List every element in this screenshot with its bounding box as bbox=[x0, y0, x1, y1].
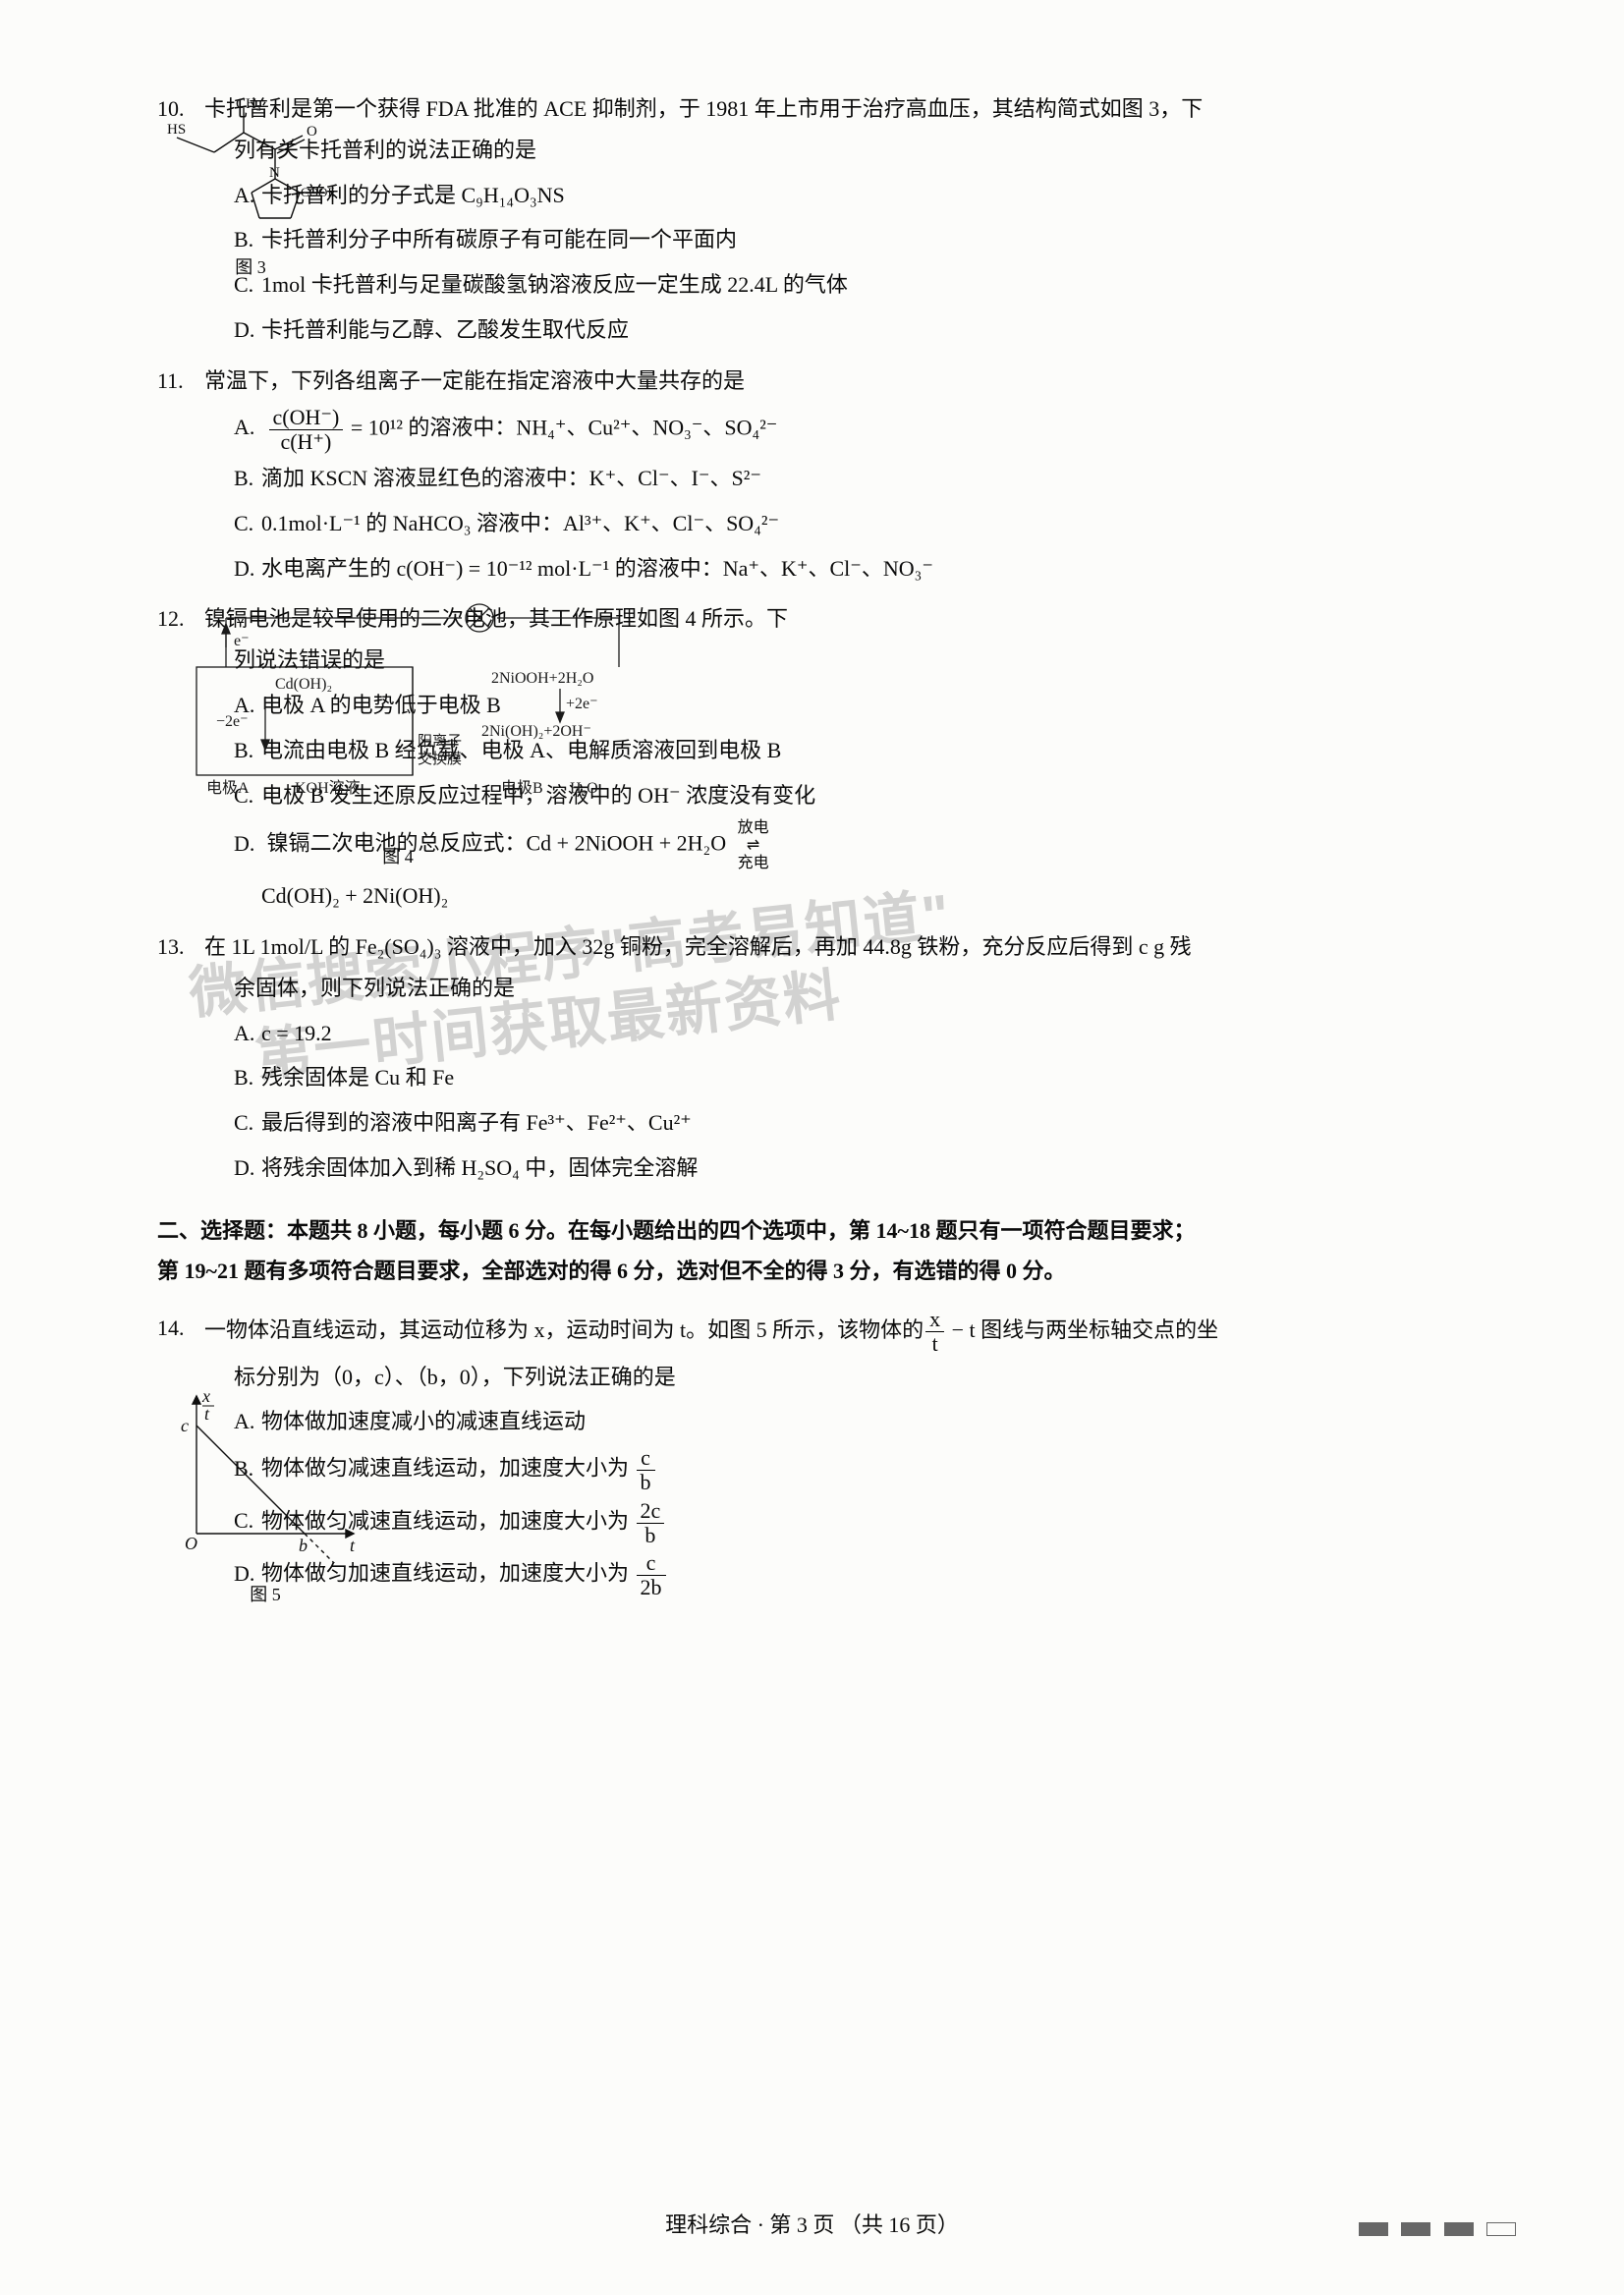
fig3-ch3: CH₃ bbox=[236, 98, 261, 112]
footer-mark bbox=[1444, 2222, 1474, 2236]
q10-opt-a: A.卡托普利的分子式是 C₉H₁₄O₃NS bbox=[234, 175, 1506, 216]
question-11: 11.常温下，下列各组离子一定能在指定溶液中大量共存的是 A. c(OH⁻) c… bbox=[157, 361, 1506, 589]
question-13: 13.在 1L 1mol/L 的 Fe₂(SO₄)₃ 溶液中，加入 32g 铜粉… bbox=[157, 926, 1506, 1189]
footer-mark bbox=[1359, 2222, 1388, 2236]
q14-opt-b: B.物体做匀减速直线运动，加速度大小为 cb bbox=[234, 1446, 1506, 1494]
fig5-y2: t bbox=[204, 1404, 210, 1424]
fig3-hs: HS bbox=[167, 122, 186, 138]
figure-4-caption: 图 4 bbox=[167, 840, 629, 873]
fig3-cooh: COOH bbox=[301, 185, 334, 199]
q11-opt-a: A. c(OH⁻) c(H⁺) = 10¹² 的溶液中：NH₄⁺、Cu²⁺、NO… bbox=[234, 406, 1506, 454]
q10-stem-b: 列有关卡托普利的说法正确的是 bbox=[234, 130, 1506, 171]
fig5-t: t bbox=[350, 1536, 356, 1555]
fig4-m2e: −2e⁻ bbox=[216, 713, 249, 730]
q11-number: 11. bbox=[157, 361, 204, 402]
figure-3-caption: 图 3 bbox=[167, 251, 334, 284]
q11-a-frac: c(OH⁻) c(H⁺) bbox=[269, 406, 344, 454]
figure-5: x t c O b t 图 5 bbox=[167, 1386, 364, 1611]
figure-4-svg: e⁻ Cd(OH)₂ −2e⁻ 电极A KOH溶液 阳离子 交换膜 2NiOOH… bbox=[167, 598, 629, 824]
q14-options: A.物体做加速度减小的减速直线运动 B.物体做匀减速直线运动，加速度大小为 cb… bbox=[234, 1401, 1506, 1599]
footer-mark-open bbox=[1486, 2222, 1516, 2236]
fig4-r2: 2Ni(OH)₂+2OH⁻ bbox=[481, 723, 591, 740]
q14-stem-a: 一物体沿直线运动，其运动位移为 x，运动时间为 t。如图 5 所示，该物体的xt… bbox=[204, 1317, 1218, 1342]
q13-opt-a: A.c = 19.2 bbox=[234, 1013, 1506, 1054]
fig4-mem2: 交换膜 bbox=[418, 750, 462, 767]
q13-opt-b: B.残余固体是 Cu 和 Fe bbox=[234, 1057, 1506, 1098]
fig4-mem1: 阳离子 bbox=[418, 733, 462, 750]
q11-opt-b: B.滴加 KSCN 溶液显红色的溶液中：K⁺、Cl⁻、I⁻、S²⁻ bbox=[234, 458, 1506, 499]
fig5-c: c bbox=[181, 1416, 189, 1435]
q12-opt-d-line2: Cd(OH)₂ + 2Ni(OH)₂ bbox=[261, 875, 1506, 917]
fig5-y1: x bbox=[201, 1386, 210, 1406]
fig4-ea: 电极A bbox=[206, 779, 250, 797]
q14-opt-c: C.物体做匀减速直线运动，加速度大小为 2cb bbox=[234, 1499, 1506, 1547]
figure-3: HS CH₃ O N COOH 图 3 bbox=[167, 98, 334, 284]
fig4-e: e⁻ bbox=[234, 633, 250, 649]
footer-mark bbox=[1401, 2222, 1430, 2236]
figure-3-svg: HS CH₃ O N COOH bbox=[167, 98, 334, 236]
figure-5-caption: 图 5 bbox=[167, 1578, 364, 1611]
q13-number: 13. bbox=[157, 926, 204, 968]
q14-number: 14. bbox=[157, 1308, 204, 1349]
fig4-cdoh2: Cd(OH)₂ bbox=[275, 676, 332, 693]
footer-marks bbox=[1351, 2209, 1517, 2250]
fig3-o: O bbox=[307, 124, 317, 140]
q10-stem-a: 卡托普利是第一个获得 FDA 批准的 ACE 抑制剂，于 1981 年上市用于治… bbox=[204, 96, 1203, 121]
q11-options: A. c(OH⁻) c(H⁺) = 10¹² 的溶液中：NH₄⁺、Cu²⁺、NO… bbox=[234, 406, 1506, 589]
question-10: HS CH₃ O N COOH 图 3 10.卡托普利是第一个获得 FDA 批准… bbox=[157, 88, 1506, 351]
q14-stem-b: 标分别为（0，c）、（b，0），下列说法正确的是 bbox=[234, 1357, 1506, 1398]
q13-options: A.c = 19.2 B.残余固体是 Cu 和 Fe C.最后得到的溶液中阳离子… bbox=[234, 1013, 1506, 1189]
figure-4: e⁻ Cd(OH)₂ −2e⁻ 电极A KOH溶液 阳离子 交换膜 2NiOOH… bbox=[167, 598, 629, 872]
figure-5-svg: x t c O b t bbox=[167, 1386, 364, 1563]
fig4-eb: 电极B bbox=[501, 779, 543, 797]
q10-opt-b: B.卡托普利分子中所有碳原子有可能在同一个平面内 bbox=[234, 219, 1506, 260]
fig4-h2o: H₂O bbox=[570, 780, 598, 797]
q14-opt-a: A.物体做加速度减小的减速直线运动 bbox=[234, 1401, 1506, 1442]
q10-opt-c: C.1mol 卡托普利与足量碳酸氢钠溶液反应一定生成 22.4L 的气体 bbox=[234, 264, 1506, 306]
fig4-p2e: +2e⁻ bbox=[566, 696, 598, 712]
question-14: x t c O b t 图 5 14.一物体沿直线运动，其运动位移为 x，运动时… bbox=[157, 1308, 1506, 1599]
fig4-r1: 2NiOOH+2H₂O bbox=[491, 670, 593, 687]
q10-options: A.卡托普利的分子式是 C₉H₁₄O₃NS B.卡托普利分子中所有碳原子有可能在… bbox=[234, 175, 1506, 351]
q11-opt-c: C.0.1mol·L⁻¹ 的 NaHCO₃ 溶液中：Al³⁺、K⁺、Cl⁻、SO… bbox=[234, 503, 1506, 544]
q13-stem-b: 余固体，则下列说法正确的是 bbox=[234, 968, 1506, 1009]
fig3-n: N bbox=[269, 165, 280, 181]
q10-opt-d: D.卡托普利能与乙醇、乙酸发生取代反应 bbox=[234, 309, 1506, 351]
fig4-koh: KOH溶液 bbox=[295, 779, 361, 797]
q11-opt-d: D.水电离产生的 c(OH⁻) = 10⁻¹² mol·L⁻¹ 的溶液中：Na⁺… bbox=[234, 548, 1506, 589]
fig5-b: b bbox=[299, 1536, 308, 1555]
fig5-o: O bbox=[185, 1534, 197, 1553]
q14-opt-d: D.物体做匀加速直线运动，加速度大小为 c2b bbox=[234, 1551, 1506, 1599]
q11-stem: 常温下，下列各组离子一定能在指定溶液中大量共存的是 bbox=[204, 368, 745, 393]
q13-opt-d: D.将残余固体加入到稀 H₂SO₄ 中，固体完全溶解 bbox=[234, 1148, 1506, 1189]
section-2-header: 二、选择题：本题共 8 小题，每小题 6 分。在每小题给出的四个选项中，第 14… bbox=[157, 1210, 1506, 1293]
q13-stem-a: 在 1L 1mol/L 的 Fe₂(SO₄)₃ 溶液中，加入 32g 铜粉，完全… bbox=[204, 934, 1192, 959]
q12-d-arrows: 放电 ⇌ 充电 bbox=[734, 819, 773, 871]
q13-opt-c: C.最后得到的溶液中阳离子有 Fe³⁺、Fe²⁺、Cu²⁺ bbox=[234, 1102, 1506, 1144]
question-12: e⁻ Cd(OH)₂ −2e⁻ 电极A KOH溶液 阳离子 交换膜 2NiOOH… bbox=[157, 598, 1506, 917]
